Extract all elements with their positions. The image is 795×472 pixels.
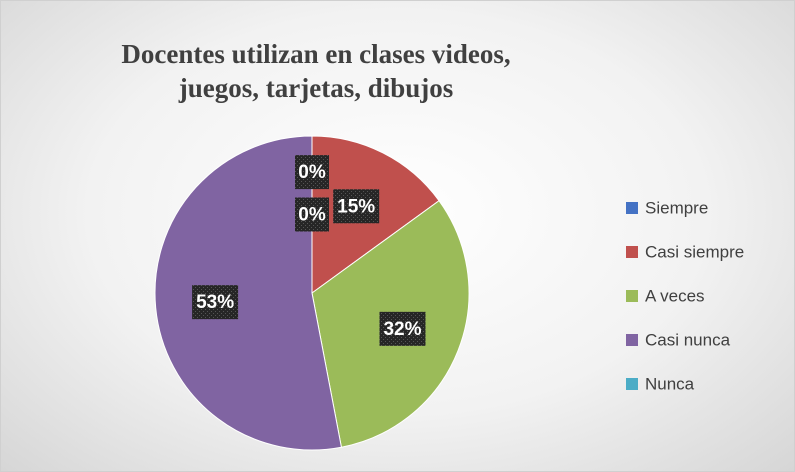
legend-swatch xyxy=(626,334,638,346)
legend-label: A veces xyxy=(645,286,705,305)
data-label-box xyxy=(295,155,329,190)
data-label: 0% xyxy=(298,205,326,226)
data-label: 0% xyxy=(298,162,326,183)
legend-label: Casi siempre xyxy=(645,242,744,261)
data-label: 53% xyxy=(196,292,234,313)
legend-label: Casi nunca xyxy=(645,330,731,349)
pie-slice xyxy=(154,135,343,451)
data-label: 32% xyxy=(383,319,421,340)
legend-label: Siempre xyxy=(645,198,708,217)
legend-swatch xyxy=(626,290,638,302)
data-label-box xyxy=(295,197,329,232)
legend-swatch xyxy=(626,246,638,258)
data-label: 15% xyxy=(337,196,375,217)
legend-swatch xyxy=(626,378,638,390)
legend-swatch xyxy=(626,202,638,214)
chart-title: Docentes utilizan en clases videos, jueg… xyxy=(121,39,511,103)
legend-label: Nunca xyxy=(645,374,695,393)
data-label-box xyxy=(192,285,239,320)
data-label-box xyxy=(379,311,426,346)
data-label-box xyxy=(333,189,380,224)
